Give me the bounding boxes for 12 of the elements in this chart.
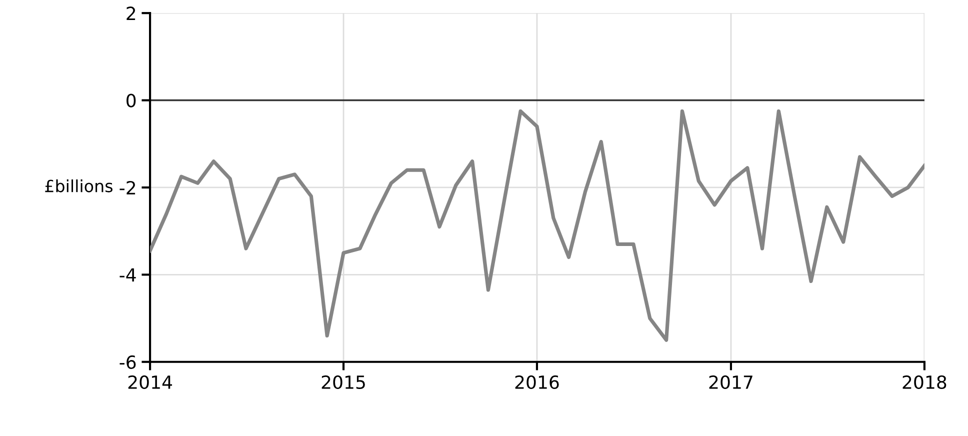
- x-tick-label: 2016: [515, 375, 559, 390]
- y-axis-title: £billions: [45, 179, 112, 192]
- y-tick-label: -6: [120, 355, 136, 369]
- x-tick-label: 2015: [322, 375, 365, 390]
- x-tick-label: 2018: [902, 375, 946, 390]
- x-tick-label: 2017: [709, 375, 752, 390]
- y-tick-label: 0: [126, 94, 136, 108]
- y-tick-label: 2: [126, 6, 136, 20]
- y-tick-label: -4: [120, 268, 136, 282]
- y-tick-label: -2: [120, 180, 136, 194]
- x-tick-label: 2014: [128, 375, 172, 390]
- line-series: [150, 109, 924, 342]
